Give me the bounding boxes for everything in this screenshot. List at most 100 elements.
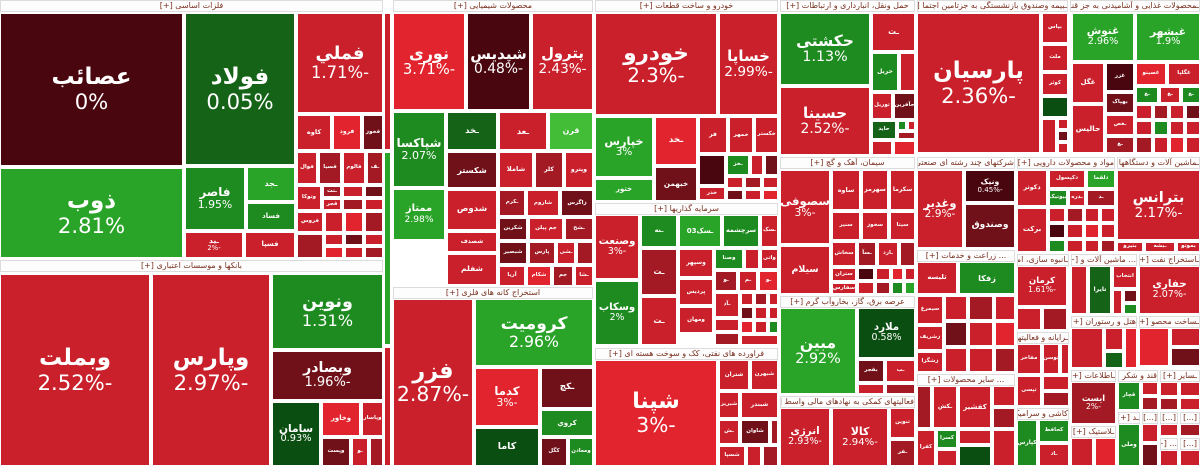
stock-tile[interactable] [1142, 382, 1158, 395]
stock-tile[interactable]: جم [553, 266, 573, 286]
sector-header[interactable]: فراورده های نفتی، کک و سوخت هسته ای [+] [595, 348, 778, 360]
stock-tile[interactable] [343, 186, 363, 197]
stock-tile[interactable] [1058, 119, 1068, 129]
stock-tile[interactable]: حآفرین [894, 93, 915, 119]
stock-tile[interactable]: کروي [541, 410, 593, 436]
stock-tile[interactable] [1101, 240, 1115, 252]
stock-tile[interactable] [892, 282, 903, 294]
stock-tile[interactable] [365, 247, 383, 258]
stock-tile[interactable] [769, 293, 778, 305]
stock-tile[interactable] [995, 296, 1015, 320]
stock-tile[interactable] [763, 446, 778, 466]
stock-tile[interactable] [365, 234, 383, 245]
stock-tile[interactable]: ـسک03 [679, 215, 721, 247]
stock-tile[interactable]: خپارس 3% [595, 117, 653, 177]
stock-tile[interactable] [1171, 348, 1200, 366]
stock-tile[interactable]: دکوثر [1017, 170, 1047, 206]
stock-tile[interactable]: سیمرغ [917, 296, 943, 324]
stock-tile[interactable] [959, 446, 991, 466]
stock-tile[interactable] [1101, 224, 1115, 238]
stock-tile[interactable] [1160, 382, 1178, 396]
stock-tile[interactable] [905, 268, 915, 280]
stock-tile[interactable]: ـشخ [565, 218, 593, 240]
stock-tile[interactable]: ـد [1087, 190, 1115, 206]
stock-tile[interactable]: غصینو [1136, 63, 1166, 85]
stock-tile[interactable] [741, 321, 753, 333]
stock-tile[interactable] [1049, 208, 1065, 222]
stock-tile[interactable] [959, 430, 991, 444]
sector-header[interactable]: ... [+] [1160, 438, 1178, 450]
stock-tile[interactable] [1136, 105, 1152, 119]
stock-tile[interactable]: فملي -1.71% [297, 13, 383, 113]
stock-tile[interactable]: ستران [832, 268, 856, 281]
stock-tile[interactable] [755, 293, 767, 305]
sector-header[interactable]: ... سایر محصولات [+] [917, 374, 1015, 386]
stock-tile[interactable]: ـید -2% [185, 232, 243, 258]
stock-tile[interactable] [745, 177, 761, 188]
stock-tile[interactable]: کگل [541, 438, 567, 466]
stock-tile[interactable]: فساد [247, 203, 295, 230]
stock-tile[interactable]: وبملت -2.52% [0, 274, 150, 466]
stock-tile[interactable]: شسپا [719, 446, 745, 466]
stock-tile[interactable] [345, 212, 363, 232]
stock-tile[interactable]: ـخد [655, 117, 697, 165]
stock-tile[interactable]: شدوص [447, 190, 497, 230]
stock-tile[interactable] [1160, 450, 1178, 466]
stock-tile[interactable] [1124, 290, 1137, 302]
stock-tile[interactable]: غزر [1106, 63, 1134, 91]
sector-header[interactable]: [...] [1180, 438, 1200, 450]
stock-tile[interactable]: وسپهر [679, 249, 713, 277]
stock-tile[interactable]: ـغ [1106, 137, 1134, 153]
stock-tile[interactable]: وصندوق [965, 204, 1015, 248]
stock-tile[interactable]: توسن [1043, 344, 1059, 374]
stock-tile[interactable]: سکرما [890, 170, 915, 210]
sector-header[interactable]: [...] [1160, 412, 1178, 424]
stock-tile[interactable]: کاوه [297, 115, 331, 150]
stock-tile[interactable] [365, 199, 383, 210]
stock-tile[interactable]: ـغ [1136, 87, 1158, 103]
sector-header[interactable]: ـاستخراج نفت [+] [1139, 254, 1200, 266]
stock-tile[interactable]: کرمان -1.61% [1017, 266, 1067, 306]
stock-tile[interactable]: ونیک -0.45% [965, 170, 1015, 202]
stock-tile[interactable]: ـنه [641, 215, 677, 247]
stock-tile[interactable]: وپست [322, 438, 350, 466]
sector-header[interactable]: بانکها و موسسات اعتباری [+] [0, 260, 383, 272]
stock-tile[interactable]: تایرا [1089, 266, 1111, 314]
stock-tile[interactable] [937, 450, 957, 466]
stock-tile[interactable]: ملت [1042, 45, 1068, 71]
stock-tile[interactable] [894, 141, 915, 155]
stock-tile[interactable]: کفشیر [959, 386, 991, 428]
stock-tile[interactable]: نوری -3.71% [393, 13, 465, 110]
stock-tile[interactable]: ـف [367, 152, 383, 184]
stock-tile[interactable] [727, 190, 743, 200]
stock-tile[interactable]: حریل [872, 53, 898, 91]
stock-tile[interactable] [715, 333, 739, 345]
stock-tile[interactable] [1139, 328, 1169, 366]
stock-tile[interactable] [365, 186, 383, 197]
stock-tile[interactable] [345, 234, 363, 245]
sector-header[interactable]: سیمان، آهک و گچ [+] [780, 157, 915, 169]
stock-tile[interactable] [1142, 444, 1158, 466]
stock-tile[interactable] [1186, 121, 1200, 135]
stock-tile[interactable] [993, 386, 1015, 406]
stock-tile[interactable] [1124, 304, 1137, 314]
sector-header[interactable]: ـمحصولات غذایی و آشامیدنی به جز قند و [+… [1070, 0, 1200, 12]
stock-tile[interactable] [1125, 328, 1137, 368]
stock-tile[interactable]: ـسک [761, 215, 778, 247]
stock-tile[interactable]: حالیس [1072, 105, 1104, 153]
stock-tile[interactable]: بموتو [1177, 242, 1200, 252]
stock-tile[interactable] [1058, 131, 1068, 141]
stock-tile[interactable] [1186, 137, 1200, 153]
stock-tile[interactable] [858, 282, 874, 294]
stock-tile[interactable] [876, 282, 890, 294]
stock-tile[interactable]: خدر [699, 187, 725, 200]
stock-tile[interactable]: ـو [759, 271, 778, 291]
stock-tile[interactable]: شبریز [719, 392, 739, 418]
stock-tile[interactable] [1180, 450, 1200, 466]
stock-tile[interactable] [969, 322, 993, 346]
stock-tile[interactable]: بپاس [1042, 13, 1068, 43]
stock-tile[interactable]: ـبشه [1145, 242, 1175, 252]
stock-tile[interactable]: ـکرم [499, 190, 525, 216]
sector-header[interactable]: [...] [1180, 412, 1200, 424]
